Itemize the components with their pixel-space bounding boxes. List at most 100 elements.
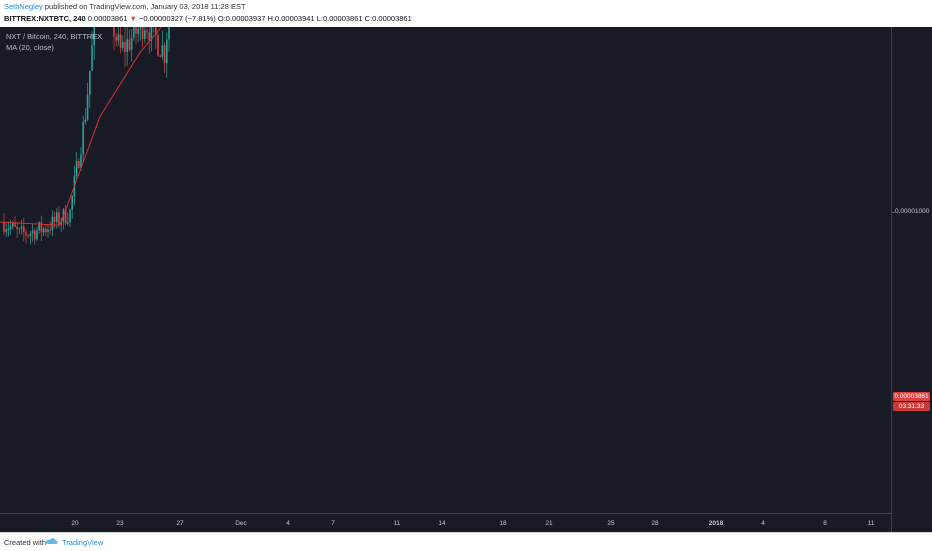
last-price-tag: 0.00003861 [893,392,930,401]
countdown-tag: 03:31:33 [893,402,930,411]
x-tick-label: 25 [607,520,615,527]
candle-down [135,27,137,34]
candle-up [86,95,89,120]
chart-legend: NXT / Bitcoin, 240, BITTREX MA (20, clos… [6,31,102,53]
x-tick-label: 11 [393,520,401,527]
candle-up [137,28,139,34]
candle-down [124,42,126,52]
candle-down [146,30,148,33]
candle-down [128,39,131,50]
candle-down [45,228,47,233]
plot-background [0,27,891,532]
symbol-label: BITTREX:NXTBTC, 240 [4,14,86,23]
x-tick-label: 21 [545,520,553,527]
x-tick-label: 4 [761,520,765,527]
x-tick-label: 18 [499,520,507,527]
candle-up [71,196,73,210]
candle-up [9,226,12,229]
candle-up [67,222,69,224]
author-link[interactable]: SethNegley [4,2,43,11]
candle-down [34,230,36,240]
chart-area[interactable]: NXT / Bitcoin, 240, BITTREX MA (20, clos… [0,27,932,532]
candle-up [144,30,146,39]
candle-down [119,34,122,49]
price-chart-svg [0,27,891,532]
y-tick-label: 0.00001000 [895,208,930,216]
candle-down [25,232,27,236]
chart-header: SethNegley published on TradingView.com,… [0,0,932,27]
down-triangle-icon: ▼ [129,14,137,23]
candle-up [89,70,91,96]
x-tick-label: 28 [651,520,659,527]
x-tick-label: 27 [176,520,184,527]
candle-down [16,226,18,230]
candle-down [14,223,16,227]
candle-down [159,55,161,57]
footer-bar: Created with TradingView [0,532,932,551]
price-change: −0.00000327 (−7.81%) [139,14,216,23]
candle-up [84,119,87,122]
candle-up [91,45,93,71]
candle-up [38,222,40,231]
x-tick-label: 11 [867,520,875,527]
candle-up [75,160,78,176]
candle-up [56,212,58,222]
candle-down [163,45,166,64]
candle-down [157,34,159,56]
tradingview-logo-icon [46,538,58,544]
candle-up [47,229,49,233]
tradingview-brand[interactable]: TradingView [62,538,104,547]
candle-up [166,39,168,64]
y-tick-mark [892,212,895,214]
candle-up [42,228,45,233]
candle-up [20,226,23,229]
legend-indicator: MA (20, close) [6,43,54,52]
x-tick-label: 7 [331,520,335,527]
candle-down [148,32,150,41]
candle-down [115,36,117,41]
x-tick-label: 8 [823,520,827,527]
x-tick-label: 4 [286,520,290,527]
candle-down [23,226,25,233]
last-price: 0.00003861 [87,14,128,23]
candle-up [150,27,153,41]
candle-up [36,230,38,240]
candle-up [82,121,84,155]
x-tick-label: Dec [235,520,247,527]
candle-down [40,222,43,233]
x-tick-label: 14 [438,520,446,527]
candle-down [53,216,56,222]
candle-down [58,212,60,225]
candle-up [161,45,164,57]
candle-down [49,229,51,231]
created-with-text: Created with [4,538,47,547]
candle-down [78,160,80,168]
x-tick-label: 23 [116,520,124,527]
symbol-line: BITTREX:NXTBTC, 240 0.00003861 ▼ −0.0000… [4,14,412,23]
candle-up [168,27,170,40]
candle-down [113,27,115,37]
candle-up [126,39,128,52]
x-tick-label: 2018 [708,520,724,527]
candle-up [29,233,32,236]
candle-up [69,209,71,223]
x-tick-label: 20 [71,520,79,527]
publish-line: SethNegley published on TradingView.com,… [4,2,246,11]
candle-up [5,229,7,232]
legend-pair: NXT / Bitcoin, 240, BITTREX [6,32,103,41]
candle-up [7,228,10,230]
candle-down [27,235,29,237]
candle-down [141,27,144,39]
candle-up [31,230,34,234]
candle-up [18,228,21,230]
candle-up [80,154,82,168]
candle-up [12,223,14,227]
candle-up [133,27,135,38]
ohlc-values: O:0.00003937 H:0.00003941 L:0.00003861 C… [217,14,412,23]
candle-up [51,216,54,231]
price-axis[interactable]: 0.000010000.000020000.000030000.00004000… [891,27,932,532]
candle-up [93,27,95,46]
candle-up [117,34,120,41]
candle-down [155,27,157,35]
candle-up [122,42,124,49]
